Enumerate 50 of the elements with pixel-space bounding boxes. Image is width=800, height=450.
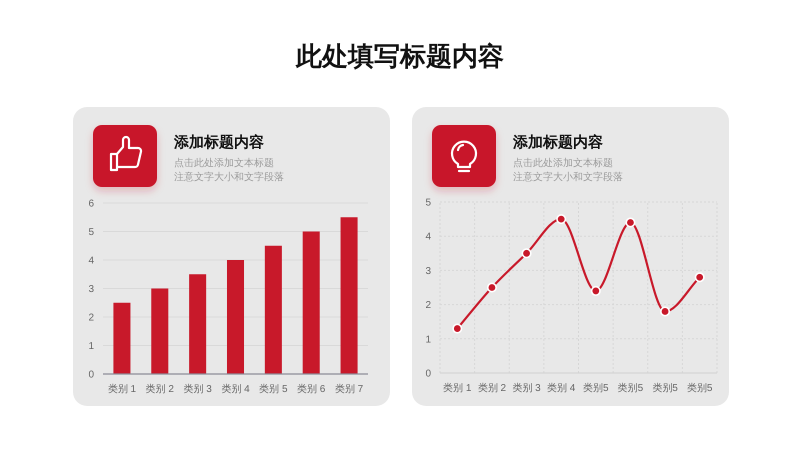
point [660,306,670,316]
chart-title: 添加标题内容 [173,133,264,151]
point [452,324,462,334]
y-tick-label: 1 [88,341,94,352]
chart-subtitle: 点击此处添加文本标题 [513,157,613,169]
x-tick-label: 类别 2 [478,382,507,394]
x-tick-label: 类别5 [652,382,678,394]
bar [189,274,206,374]
x-tick-label: 类别 1 [108,383,137,395]
y-tick-label: 0 [425,368,432,380]
y-tick-label: 1 [425,334,432,346]
y-tick-label: 4 [425,232,432,243]
point [694,272,705,282]
x-tick-label: 类别 5 [259,383,288,395]
x-tick-label: 类别 6 [297,383,326,395]
y-tick-label: 2 [88,312,94,324]
x-tick-label: 类别5 [686,382,713,394]
chart-subtitle: 点击此处添加文本标题 [174,157,274,169]
bar [340,217,358,374]
y-tick-label: 4 [88,256,94,266]
point [486,282,497,292]
y-tick-label: 6 [88,198,94,210]
text: 此处填写标题内容 [295,41,504,71]
y-tick-label: 0 [88,370,94,380]
y-tick-label: 3 [425,266,432,277]
x-tick-label: 类别 2 [146,383,174,395]
y-tick-label: 2 [425,300,432,312]
y-tick-label: 3 [88,284,94,295]
bar [302,232,320,374]
x-tick-label: 类别 3 [512,382,542,394]
y-tick-label: 5 [88,227,94,238]
x-tick-label: 类别 4 [547,382,576,394]
point [590,286,601,296]
x-tick-label: 类别 7 [334,383,364,395]
point [556,214,566,224]
text: 注意文字大小和文字段落 [174,171,284,183]
bar [264,246,282,374]
bar [113,302,130,374]
x-tick-label: 类别 1 [443,382,472,394]
x-tick-label: 类别 3 [183,383,212,395]
x-tick-label: 类别5 [583,382,610,394]
x-tick-label: 类别5 [618,382,644,394]
text: 注意文字大小和文字段落 [513,171,623,183]
bar [151,288,168,374]
chart-title: 添加标题内容 [512,133,603,151]
point [625,218,636,228]
x-tick-label: 类别 4 [221,383,250,395]
point [522,248,532,258]
y-tick-label: 5 [425,198,432,208]
bar [226,260,244,374]
